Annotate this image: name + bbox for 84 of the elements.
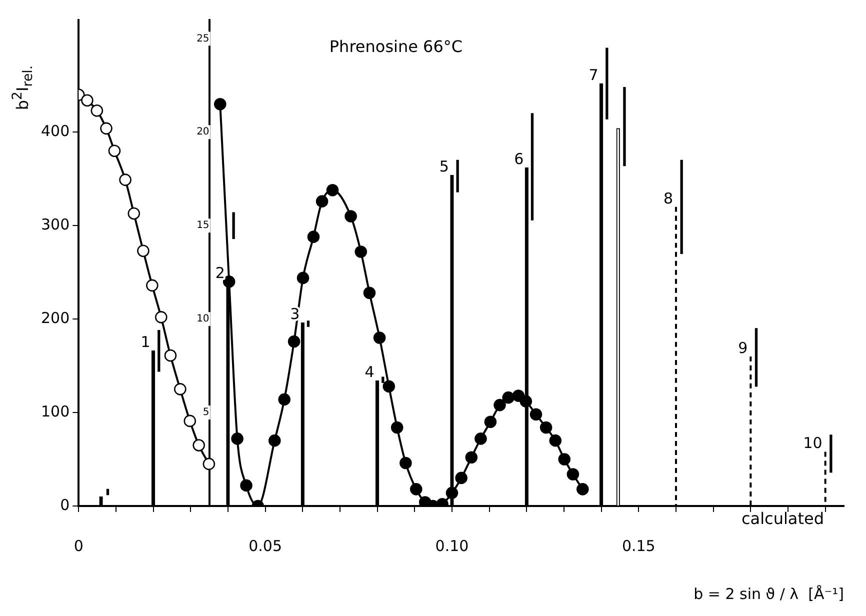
point (231, 432, 244, 445)
y2-tick-label: 15 (196, 220, 210, 232)
annotation: 6 (514, 150, 524, 168)
annotation: 5 (439, 158, 449, 176)
point (307, 230, 320, 243)
point (382, 380, 396, 393)
point (296, 272, 310, 284)
bar (306, 320, 310, 327)
point (108, 144, 121, 157)
point (373, 332, 386, 344)
bar (158, 330, 160, 372)
point (214, 98, 226, 110)
point (446, 486, 458, 500)
point (202, 458, 216, 470)
bar (606, 48, 608, 120)
point (316, 195, 328, 208)
point (119, 174, 132, 186)
point (154, 311, 168, 324)
point (400, 456, 412, 470)
x-axis-title: b = 2 sin ϑ / λ [Å⁻¹] (694, 584, 844, 603)
point (390, 421, 404, 434)
annotation: 4 (364, 363, 374, 382)
point (90, 104, 104, 117)
y-tick-label: 0 (60, 496, 70, 514)
text: Phrenosine 66°C (329, 37, 463, 56)
annotation: 2 (215, 264, 225, 282)
point (540, 421, 552, 434)
text: calculated (741, 509, 824, 528)
point (363, 286, 376, 300)
point (520, 395, 532, 408)
bar (456, 160, 459, 192)
y2-tick-label: 20 (196, 126, 210, 138)
point (146, 279, 158, 292)
bar (530, 113, 534, 220)
annotation: 8 (663, 189, 673, 208)
point (184, 414, 196, 428)
point (410, 483, 422, 496)
point (474, 432, 487, 445)
point (494, 398, 506, 412)
bar (623, 86, 626, 166)
point (530, 408, 542, 421)
point (278, 393, 290, 406)
x-tick-label: 0 (74, 536, 84, 555)
point (268, 434, 281, 447)
point (326, 184, 339, 196)
y-tick-label: 200 (40, 308, 70, 327)
point (192, 439, 205, 452)
point (465, 451, 478, 464)
annotation: 10 (803, 434, 822, 452)
bar (830, 434, 832, 473)
x-tick-label: 0.05 (248, 536, 282, 555)
point (502, 391, 515, 404)
point (455, 472, 468, 484)
point (484, 416, 497, 428)
point (81, 94, 94, 107)
y-tick-label: 100 (40, 402, 70, 420)
point (164, 349, 177, 362)
y2-tick-label: 25 (196, 33, 210, 44)
point (549, 434, 562, 447)
point (137, 244, 150, 257)
point (566, 468, 580, 480)
y2-tick-label: 5 (202, 407, 210, 418)
point (128, 207, 140, 220)
point (558, 453, 571, 466)
annotation: 9 (738, 338, 748, 357)
bar (106, 488, 110, 496)
y-tick-label: 300 (40, 216, 70, 234)
point (100, 122, 112, 135)
y2-tick-label: 10 (196, 314, 210, 325)
point (288, 335, 300, 348)
y-tick-label: 400 (40, 122, 70, 140)
x-tick-label: 0.15 (622, 536, 656, 555)
annotation: 7 (588, 66, 598, 84)
point (354, 246, 368, 258)
point (240, 479, 252, 492)
x-tick-label: 0.10 (435, 536, 469, 555)
annotation: 1 (140, 333, 150, 352)
bar (680, 160, 683, 254)
point (344, 210, 357, 222)
point (576, 483, 589, 496)
bar (232, 212, 235, 240)
bar (754, 328, 758, 387)
point (174, 383, 186, 396)
point (222, 276, 236, 288)
